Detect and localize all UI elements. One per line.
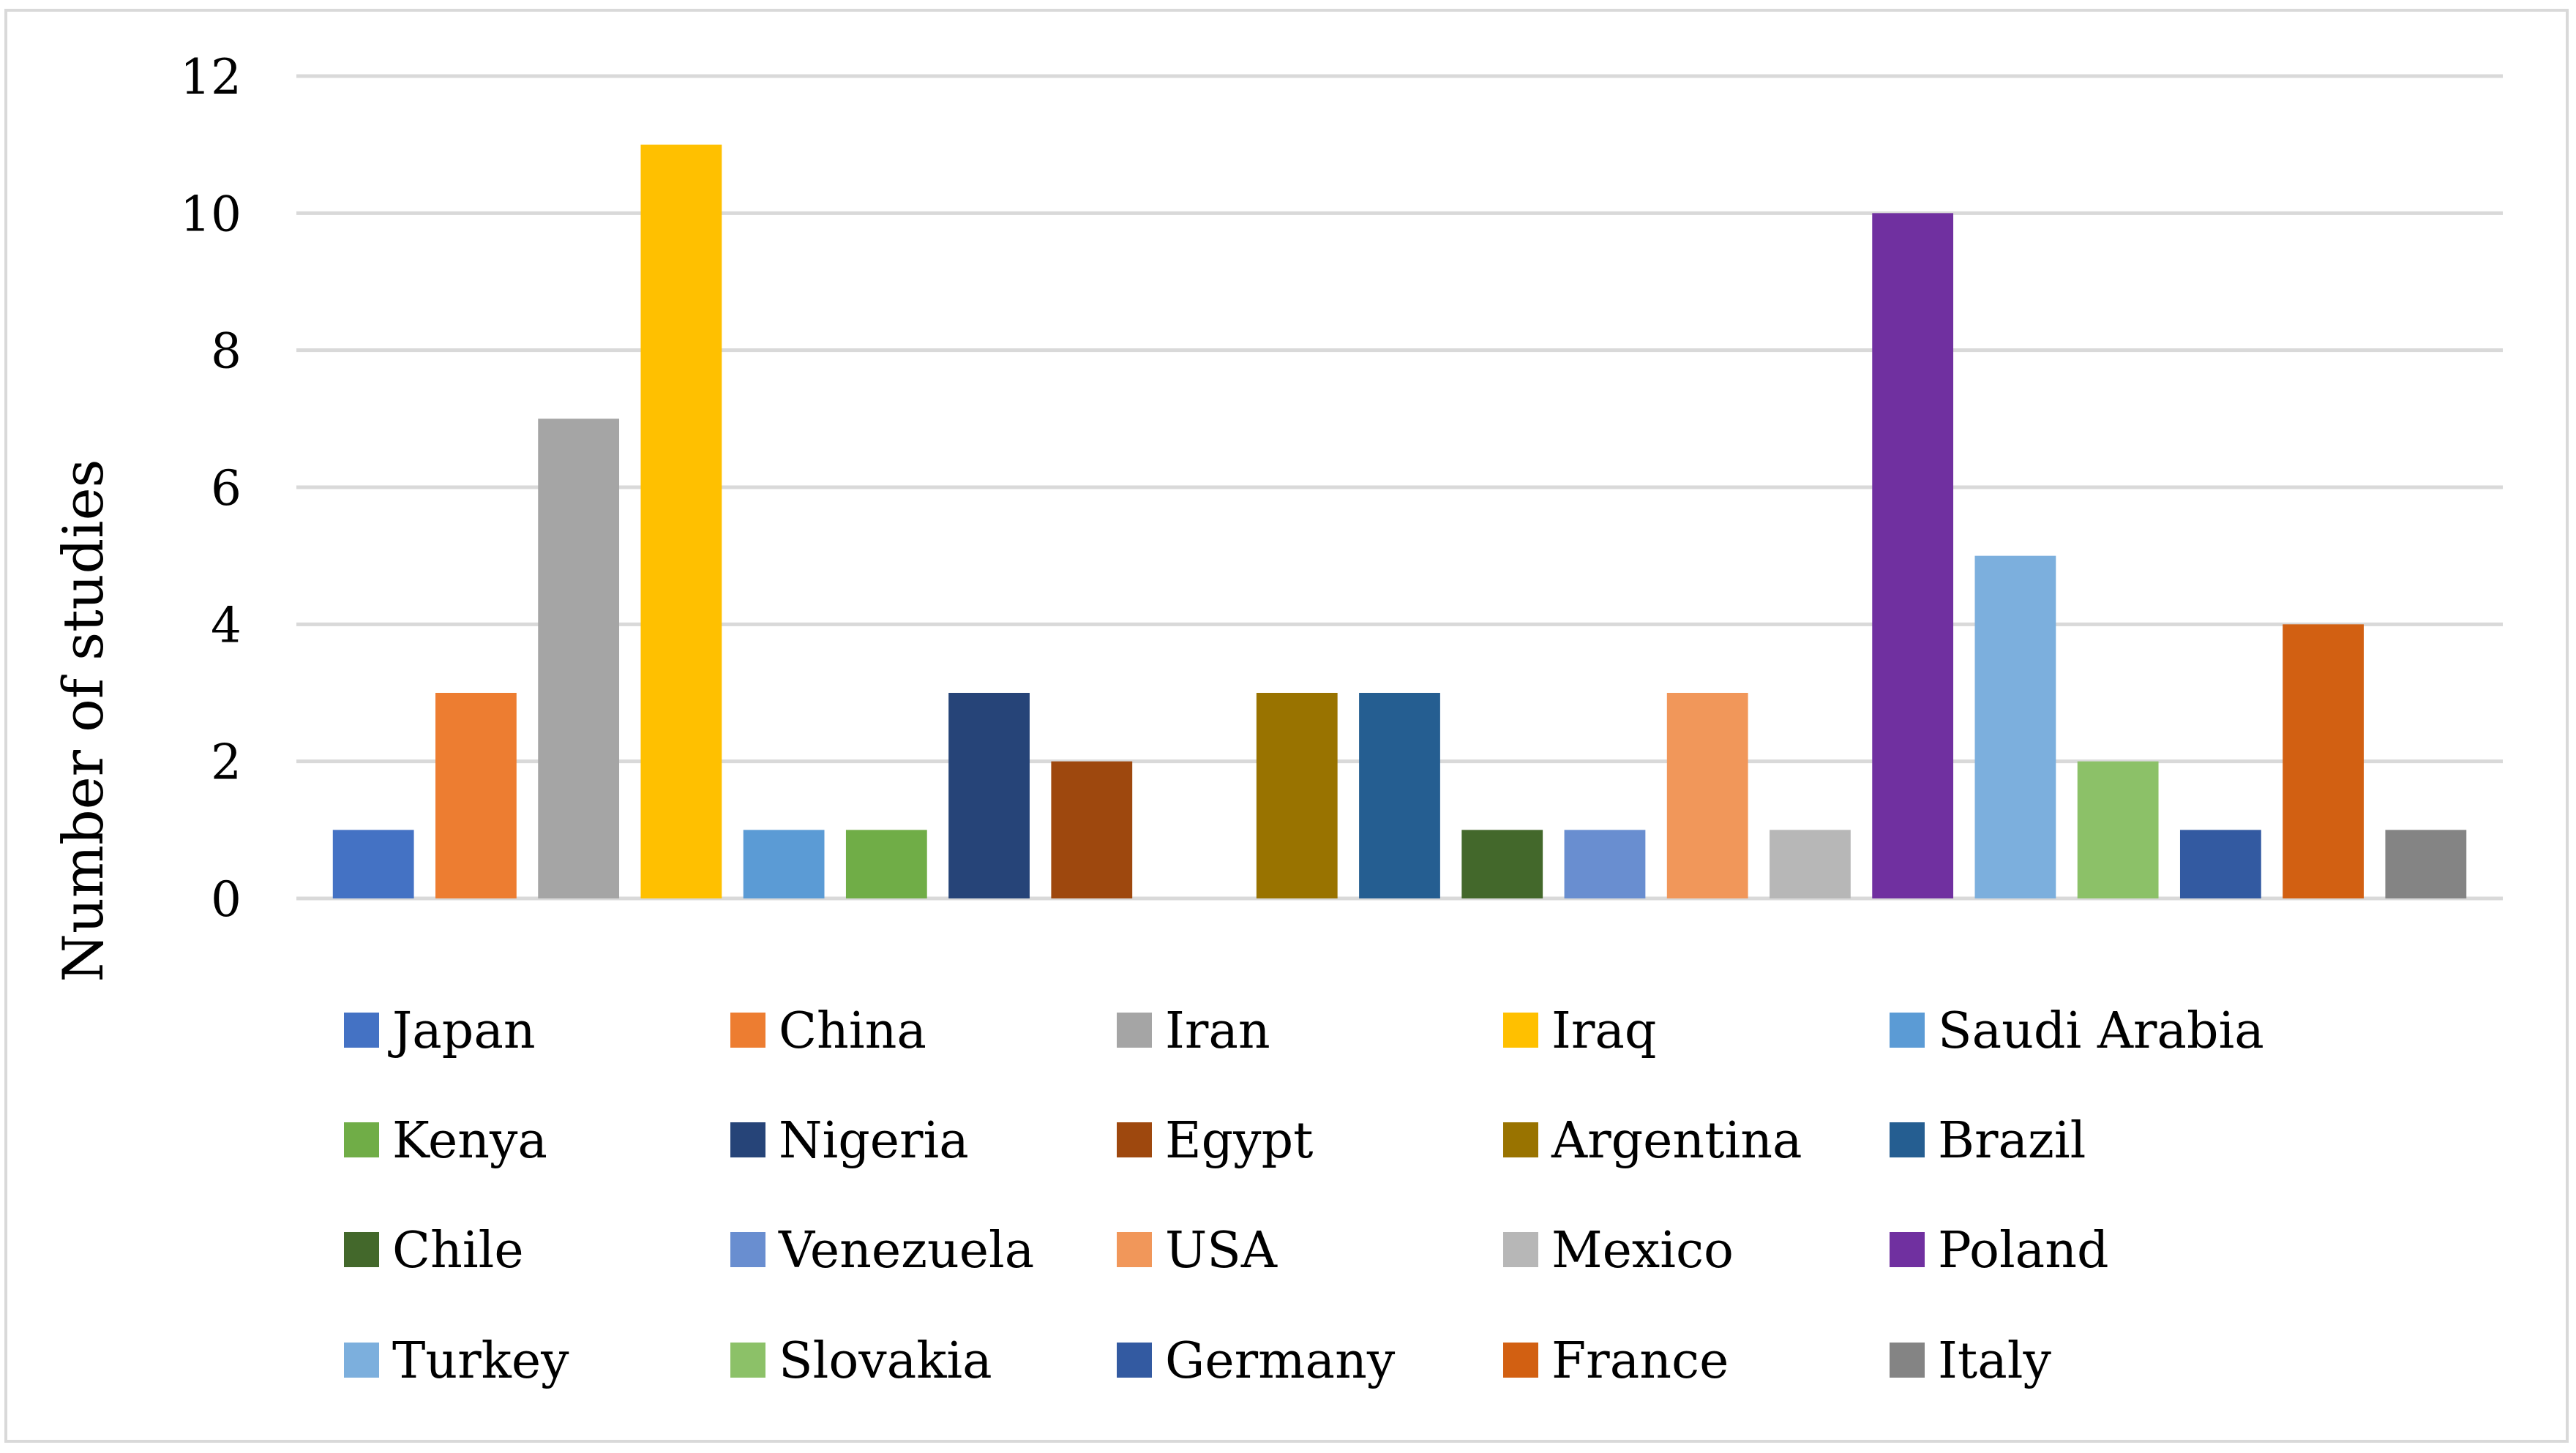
legend-label: France: [1551, 1332, 1729, 1390]
legend-label: Brazil: [1938, 1112, 2086, 1170]
legend-swatch: [730, 1343, 765, 1378]
legend-label: Chile: [392, 1222, 524, 1280]
bar-germany: [2179, 830, 2261, 898]
bars: [332, 144, 2467, 899]
legend-item-italy: Italy: [1890, 1332, 2051, 1390]
y-tick-label: 10: [180, 186, 242, 242]
legend-swatch: [1117, 1232, 1152, 1267]
legend-label: Italy: [1938, 1332, 2051, 1390]
legend-item-argentina: Argentina: [1503, 1112, 1802, 1170]
bar-kenya: [845, 830, 927, 898]
legend-label: Germany: [1165, 1332, 1396, 1390]
bar-egypt: [1051, 761, 1133, 898]
bar-mexico: [1770, 830, 1851, 898]
legend-item-china: China: [730, 1002, 926, 1060]
legend-swatch: [1503, 1232, 1538, 1267]
y-tick-label: 4: [211, 597, 242, 653]
legend-label: Iran: [1165, 1002, 1270, 1060]
legend-item-nigeria: Nigeria: [730, 1112, 969, 1170]
legend-label: Saudi Arabia: [1938, 1002, 2264, 1060]
legend-swatch: [1117, 1122, 1152, 1157]
legend-swatch: [1117, 1013, 1152, 1048]
bar-france: [2283, 624, 2364, 898]
bar-china: [435, 693, 517, 898]
legend-item-saudi-arabia: Saudi Arabia: [1890, 1002, 2264, 1060]
legend-swatch: [1890, 1232, 1925, 1267]
legend-swatch: [1503, 1343, 1538, 1378]
legend-swatch: [1117, 1343, 1152, 1378]
legend-label: Mexico: [1551, 1222, 1734, 1280]
y-tick-labels: 0 2 4 6 8 10 12: [180, 49, 242, 928]
bar-usa: [1666, 693, 1748, 898]
bar-brazil: [1359, 693, 1440, 898]
legend-item-mexico: Mexico: [1503, 1222, 1734, 1280]
bar-chile: [1461, 830, 1543, 898]
legend-item-slovakia: Slovakia: [730, 1332, 992, 1390]
legend-item-japan: Japan: [344, 1002, 536, 1060]
legend-item-france: France: [1503, 1332, 1729, 1390]
bar-iraq: [640, 144, 722, 899]
legend-swatch: [730, 1122, 765, 1157]
legend-item-brazil: Brazil: [1890, 1112, 2086, 1170]
bar-japan: [332, 830, 414, 898]
legend-label: Japan: [388, 1002, 536, 1060]
legend-item-poland: Poland: [1890, 1222, 2109, 1280]
legend-label: Iraq: [1551, 1002, 1656, 1060]
legend-swatch: [344, 1013, 379, 1048]
legend-label: Poland: [1938, 1222, 2109, 1280]
legend-label: Turkey: [392, 1332, 569, 1390]
bar-slovakia: [2077, 761, 2159, 898]
y-tick-label: 0: [211, 871, 242, 928]
legend-label: Venezuela: [778, 1222, 1034, 1280]
legend-swatch: [1890, 1122, 1925, 1157]
bar-poland: [1872, 213, 1954, 898]
legend-label: Slovakia: [779, 1332, 992, 1390]
bar-venezuela: [1564, 830, 1646, 898]
legend-swatch: [344, 1343, 379, 1378]
legend-label: Egypt: [1165, 1112, 1313, 1170]
legend-item-chile: Chile: [344, 1222, 524, 1280]
legend-swatch: [1890, 1013, 1925, 1048]
bar-iran: [538, 418, 620, 898]
legend-item-germany: Germany: [1117, 1332, 1396, 1390]
y-tick-label: 8: [211, 323, 242, 380]
legend-label: Argentina: [1551, 1112, 1802, 1170]
legend-item-egypt: Egypt: [1117, 1112, 1313, 1170]
legend-label: Nigeria: [779, 1112, 969, 1170]
legend-item-iraq: Iraq: [1503, 1002, 1656, 1060]
bar-argentina: [1256, 693, 1338, 898]
y-tick-label: 6: [211, 460, 242, 517]
legend-swatch: [344, 1232, 379, 1267]
legend-swatch: [1503, 1122, 1538, 1157]
bar-italy: [2385, 830, 2467, 898]
legend-swatch: [730, 1232, 765, 1267]
legend-swatch: [1890, 1343, 1925, 1378]
y-tick-label: 12: [180, 49, 242, 105]
legend-label: China: [779, 1002, 926, 1060]
legend-label: Kenya: [392, 1112, 547, 1170]
legend-swatch: [344, 1122, 379, 1157]
y-tick-label: 2: [211, 735, 242, 791]
bar-saudi-arabia: [743, 830, 825, 898]
bar-turkey: [1974, 555, 2056, 898]
legend-item-turkey: Turkey: [344, 1332, 569, 1390]
y-axis-label: Number of studies: [50, 459, 116, 982]
bar-nigeria: [948, 693, 1030, 898]
legend-item-kenya: Kenya: [344, 1112, 547, 1170]
legend-label: USA: [1165, 1222, 1278, 1280]
legend: Japan China Iran Iraq Saudi Arabia Kenya Niger…: [344, 1002, 2264, 1390]
legend-swatch: [1503, 1013, 1538, 1048]
legend-item-iran: Iran: [1117, 1002, 1270, 1060]
legend-swatch: [730, 1013, 765, 1048]
legend-item-usa: USA: [1117, 1222, 1278, 1280]
legend-item-venezuela: Venezuela: [730, 1222, 1034, 1280]
